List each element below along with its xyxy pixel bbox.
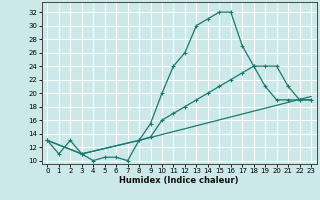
X-axis label: Humidex (Indice chaleur): Humidex (Indice chaleur) xyxy=(119,176,239,185)
